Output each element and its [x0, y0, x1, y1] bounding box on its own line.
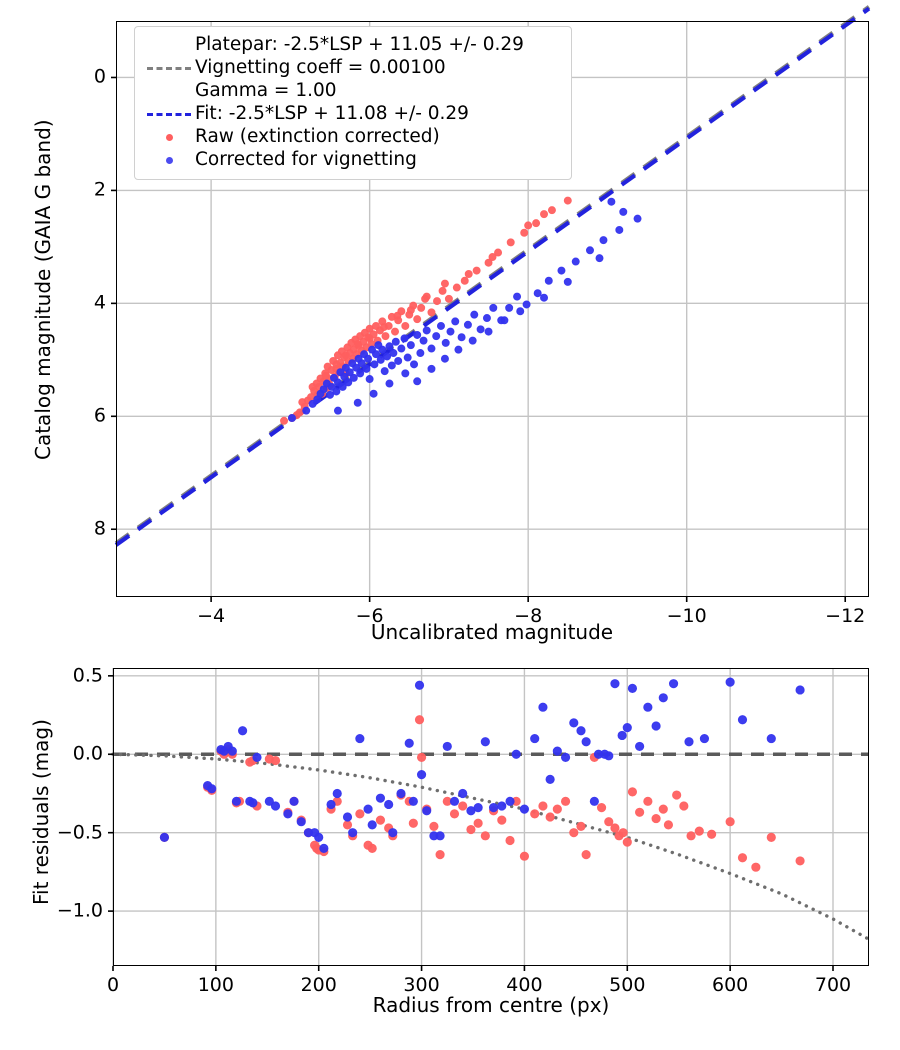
- legend-entry-corrected: Corrected for vignetting: [143, 149, 561, 172]
- x-tick-label: 600: [712, 974, 749, 996]
- legend-label-platepar: Platepar: -2.5*LSP + 11.05 +/- 0.29: [195, 34, 524, 55]
- legend-label-corrected: Corrected for vignetting: [195, 149, 417, 170]
- legend-label-vignetting-coeff: Vignetting coeff = 0.00100: [195, 57, 446, 78]
- dashed-blue-line-icon: [143, 103, 195, 126]
- y-tick-label: 0.0: [72, 742, 103, 765]
- y-tick-label: 4: [93, 291, 106, 314]
- legend-entry-vignetting-coeff: Vignetting coeff = 0.00100: [143, 57, 561, 80]
- y-tick-label: −1.0: [56, 899, 103, 922]
- y-tick-label: 6: [93, 404, 106, 427]
- legend-entry-platepar: Platepar: -2.5*LSP + 11.05 +/- 0.29: [143, 34, 561, 57]
- fit-residuals-plot: [108, 668, 871, 971]
- legend-label-gamma: Gamma = 1.00: [195, 80, 337, 101]
- x-tick-label: 500: [609, 974, 646, 996]
- legend-entry-gamma: Gamma = 1.00: [143, 80, 561, 103]
- x-tick-label: −4: [197, 605, 226, 627]
- x-tick-label: −12: [825, 605, 866, 627]
- y-tick-label: 8: [93, 517, 106, 540]
- legend-label-raw: Raw (extinction corrected): [195, 126, 440, 147]
- y-tick-label: −0.5: [56, 821, 103, 844]
- fit-residuals-axes: [108, 668, 871, 971]
- y-axis-title-bottom: Fit residuals (mag): [29, 719, 53, 905]
- red-dot-icon: [143, 126, 195, 149]
- legend-entry-fit: Fit: -2.5*LSP + 11.08 +/- 0.29: [143, 103, 561, 126]
- x-tick-label: 100: [197, 974, 234, 996]
- legend: Platepar: -2.5*LSP + 11.05 +/- 0.29 Vign…: [134, 26, 572, 180]
- y-tick-label: 0.5: [72, 664, 103, 687]
- x-tick-label: 200: [300, 974, 337, 996]
- x-tick-label: 400: [506, 974, 543, 996]
- blue-dot-icon: [143, 149, 195, 172]
- legend-handle-gamma-empty: [143, 80, 195, 103]
- legend-label-fit: Fit: -2.5*LSP + 11.08 +/- 0.29: [195, 103, 469, 124]
- x-tick-label: 700: [814, 974, 852, 996]
- x-tick-label: −8: [514, 605, 543, 627]
- x-tick-label: 300: [403, 974, 440, 996]
- legend-handle-platepar-empty: [143, 34, 195, 57]
- y-axis-title-top: Catalog magnitude (GAIA G band): [31, 119, 55, 460]
- x-axis-title-bottom: Radius from centre (px): [372, 993, 610, 1017]
- x-tick-label: −6: [355, 605, 384, 627]
- y-tick-label: 0: [93, 65, 106, 88]
- legend-entry-raw: Raw (extinction corrected): [143, 126, 561, 149]
- y-tick-label: 2: [93, 178, 106, 201]
- x-axis-title-top: Uncalibrated magnitude: [370, 620, 614, 644]
- x-tick-label: 0: [106, 974, 120, 996]
- x-tick-label: −10: [666, 605, 707, 627]
- dashed-line-icon: [143, 57, 195, 80]
